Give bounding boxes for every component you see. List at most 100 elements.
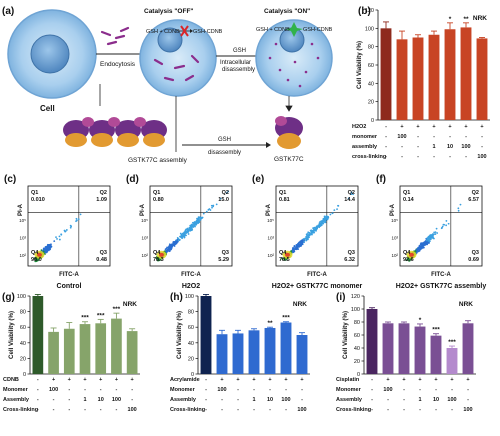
bar bbox=[111, 318, 122, 374]
y-tick-label: 60 bbox=[20, 325, 26, 331]
condition-cell: - bbox=[100, 407, 102, 413]
chart-title: NRK bbox=[293, 301, 307, 308]
condition-cell: - bbox=[449, 134, 451, 140]
condition-cell: - bbox=[68, 407, 70, 413]
condition-cell: 10 bbox=[98, 397, 104, 403]
significance-marker: * bbox=[449, 16, 452, 23]
y-tick-label: 120 bbox=[351, 294, 360, 300]
condition-cell: - bbox=[435, 407, 437, 413]
condition-cell: - bbox=[433, 134, 435, 140]
significance-marker: ** bbox=[267, 320, 273, 327]
condition-cell: 10 bbox=[447, 144, 453, 150]
quadrant-value: 98.0 bbox=[31, 257, 42, 263]
axis-decade-label: 10³ bbox=[19, 236, 26, 241]
quadrant-name: Q3 bbox=[222, 250, 229, 256]
condition-cell: + bbox=[400, 124, 403, 130]
condition-row-label: Monomer bbox=[170, 387, 196, 393]
panel-label-g: (g) bbox=[2, 292, 15, 303]
cell-illustration bbox=[7, 9, 97, 99]
y-tick-label: 100 bbox=[185, 294, 194, 300]
condition-cell: - bbox=[481, 134, 483, 140]
condition-cell: + bbox=[450, 377, 453, 383]
quadrant-name: Q2 bbox=[100, 190, 107, 196]
y-tick-label: 40 bbox=[354, 346, 360, 352]
condition-cell: - bbox=[385, 134, 387, 140]
quadrant-name: Q3 bbox=[100, 250, 107, 256]
condition-row-label: Cross-linking bbox=[3, 407, 38, 413]
condition-cell: - bbox=[53, 397, 55, 403]
x-axis-label: FITC-A bbox=[307, 272, 327, 278]
scatter-points bbox=[281, 191, 354, 261]
condition-cell: 100 bbox=[128, 407, 137, 413]
bar bbox=[248, 330, 260, 374]
condition-cell: - bbox=[68, 387, 70, 393]
y-tick-label: 40 bbox=[188, 341, 194, 347]
condition-cell: - bbox=[419, 387, 421, 393]
quadrant-name: Q1 bbox=[279, 190, 286, 196]
y-tick-label: 0 bbox=[371, 118, 374, 124]
flow-caption: H2O2+ GSTK77C monomer bbox=[272, 283, 363, 290]
condition-cell: 100 bbox=[112, 397, 121, 403]
bar bbox=[444, 29, 456, 120]
condition-cell: - bbox=[205, 387, 207, 393]
condition-cell: + bbox=[402, 377, 405, 383]
panel-label: (e) bbox=[252, 174, 264, 185]
quadrant-value: 0.48 bbox=[96, 257, 107, 263]
condition-row-label: Assembly bbox=[3, 397, 30, 403]
bar bbox=[126, 331, 138, 374]
condition-row-label: Assembly bbox=[336, 397, 363, 403]
condition-cell: 100 bbox=[281, 397, 290, 403]
bar bbox=[462, 323, 474, 374]
condition-cell: + bbox=[68, 377, 71, 383]
condition-cell: - bbox=[371, 387, 373, 393]
quadrant-name: Q4 bbox=[279, 250, 287, 256]
condition-cell: + bbox=[236, 377, 239, 383]
connector-lines bbox=[99, 84, 293, 152]
condition-cell: - bbox=[37, 397, 39, 403]
condition-row-label: Monomer bbox=[3, 387, 29, 393]
condition-cell: 1 bbox=[83, 397, 86, 403]
significance-marker: *** bbox=[81, 315, 89, 322]
significance-marker: *** bbox=[282, 315, 290, 322]
condition-cell: - bbox=[385, 154, 387, 160]
condition-cell: + bbox=[386, 377, 389, 383]
condition-cell: + bbox=[464, 124, 467, 130]
endocytosis-label: Endocytosis bbox=[100, 61, 136, 68]
condition-cell: - bbox=[449, 154, 451, 160]
axis-decade-label: 10³ bbox=[267, 236, 274, 241]
y-tick-label: 80 bbox=[368, 45, 374, 51]
condition-cell: - bbox=[451, 387, 453, 393]
quadrant-name: Q3 bbox=[348, 250, 355, 256]
condition-cell: - bbox=[401, 154, 403, 160]
y-tick-label: 80 bbox=[188, 310, 194, 316]
condition-cell: + bbox=[52, 377, 55, 383]
condition-cell: 100 bbox=[217, 387, 226, 393]
condition-cell: + bbox=[466, 377, 469, 383]
condition-cell: - bbox=[385, 124, 387, 130]
y-tick-label: 100 bbox=[351, 307, 360, 313]
condition-cell: - bbox=[205, 377, 207, 383]
y-axis-label: PI-A bbox=[266, 203, 272, 216]
panel-label: (c) bbox=[4, 174, 16, 185]
y-tick-label: 60 bbox=[354, 333, 360, 339]
quadrant-name: Q2 bbox=[348, 190, 355, 196]
condition-cell: - bbox=[269, 407, 271, 413]
y-tick-label: 100 bbox=[17, 294, 26, 300]
condition-cell: + bbox=[480, 124, 483, 130]
gsh-bottom-label: GSH bbox=[218, 137, 231, 143]
condition-cell: 100 bbox=[383, 387, 392, 393]
condition-cell: 1 bbox=[252, 397, 255, 403]
axis-decade-label: 10⁵ bbox=[141, 218, 148, 223]
y-tick-label: 40 bbox=[368, 81, 374, 87]
quadrant-name: Q1 bbox=[31, 190, 38, 196]
bar bbox=[216, 334, 228, 374]
condition-row-label: cross-linking bbox=[352, 154, 386, 160]
axis-decade-label: 10² bbox=[19, 253, 26, 258]
y-axis-label: Cell Viability (%) bbox=[8, 311, 15, 359]
quadrant-name: Q3 bbox=[472, 250, 479, 256]
condition-cell: - bbox=[237, 397, 239, 403]
bar bbox=[63, 328, 75, 374]
condition-cell: 100 bbox=[477, 154, 486, 160]
condition-cell: + bbox=[432, 124, 435, 130]
axis-decade-label: 10³ bbox=[141, 236, 148, 241]
